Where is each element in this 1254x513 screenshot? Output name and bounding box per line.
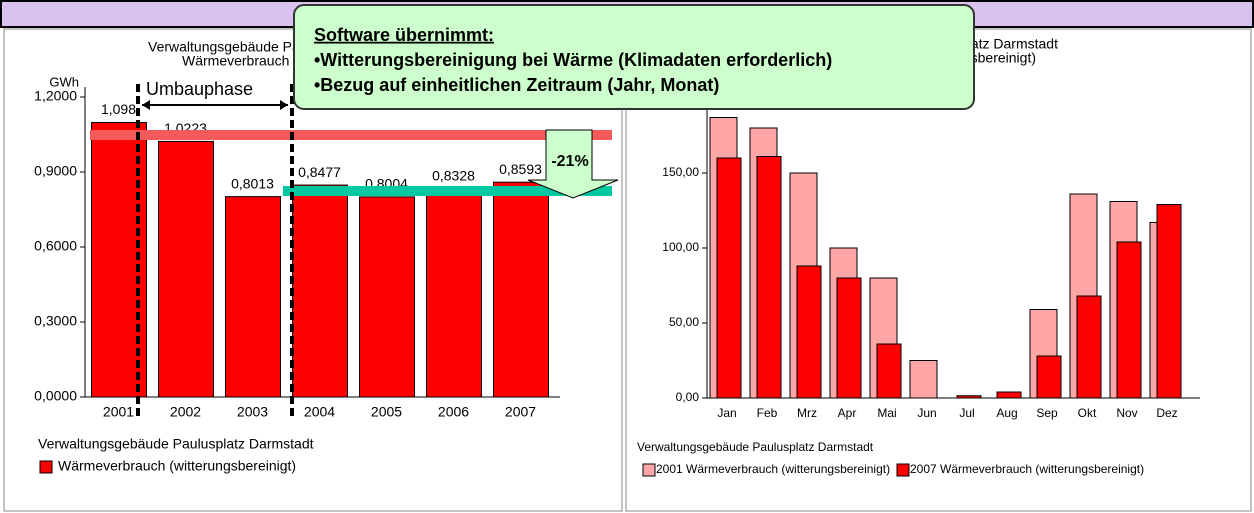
x-tick-label: Nov (1116, 406, 1137, 420)
value-label: 0,8328 (432, 168, 475, 184)
x-tick-label: Okt (1078, 406, 1097, 420)
y-tick-label: 0,3000 (34, 313, 77, 329)
bar (716, 157, 742, 399)
x-tick-label: Sep (1036, 406, 1058, 420)
legend-swatch (896, 463, 910, 477)
y-tick-label: 0,9000 (34, 163, 77, 179)
y-tick-label: 150,00 (662, 165, 699, 179)
y-unit: GWh (49, 74, 79, 89)
legend-label: 2007 Wärmeverbrauch (witterungsbereinigt… (910, 462, 1144, 476)
target-band (283, 186, 612, 196)
reference-band (90, 130, 612, 140)
x-tick-label: 2006 (438, 404, 469, 420)
arrow-callout (527, 129, 619, 199)
annotation: Umbauphase (146, 79, 253, 99)
callout-item: •Bezug auf einheitlichen Zeitraum (Jahr,… (314, 75, 719, 95)
bar (1036, 355, 1062, 399)
bar (956, 395, 982, 399)
bar (426, 188, 482, 398)
x-tick-label: Mrz (797, 406, 817, 420)
legend-swatch (642, 463, 656, 477)
legend-swatch (39, 460, 53, 474)
y-tick-label: 0,6000 (34, 238, 77, 254)
bar (1116, 241, 1142, 399)
bar (996, 391, 1022, 399)
callout-item: •Witterungsbereinigung bei Wärme (Klimad… (314, 50, 832, 70)
y-tick-label: 0,00 (676, 390, 700, 404)
bar (1156, 204, 1182, 399)
callout-heading: Software übernimmt: (314, 25, 494, 45)
legend-label: 2001 Wärmeverbrauch (witterungsbereinigt… (656, 462, 890, 476)
x-tick-label: 2005 (371, 404, 402, 420)
x-tick-label: Feb (757, 406, 778, 420)
x-tick-label: 2004 (304, 404, 335, 420)
y-tick-label: 100,00 (662, 240, 699, 254)
bar (909, 360, 938, 399)
footer: Verwaltungsgebäude Paulusplatz Darmstadt (38, 436, 314, 452)
x-tick-label: 2003 (237, 404, 268, 420)
bar (225, 196, 281, 398)
footer: Verwaltungsgebäude Paulusplatz Darmstadt (637, 440, 874, 454)
x-tick-label: Jun (917, 406, 936, 420)
bar (1076, 295, 1102, 399)
value-label: 0,8593 (499, 161, 542, 177)
x-tick-label: Aug (996, 406, 1017, 420)
bar (756, 156, 782, 399)
y-tick-label: 50,00 (669, 315, 699, 329)
bar (158, 140, 214, 398)
value-label: 1,098 (101, 101, 136, 117)
x-tick-label: 2001 (103, 404, 134, 420)
bar (836, 277, 862, 399)
x-tick-label: Dez (1156, 406, 1177, 420)
y-tick-label: 1,2000 (34, 88, 77, 104)
x-tick-label: Jan (717, 406, 736, 420)
value-label: 0,8477 (298, 164, 341, 180)
annotation: -21% (551, 153, 588, 170)
x-tick-label: Apr (838, 406, 857, 420)
x-tick-label: Mai (877, 406, 896, 420)
bar (796, 265, 822, 399)
bar (359, 196, 415, 398)
bar (876, 343, 902, 399)
x-tick-label: 2002 (170, 404, 201, 420)
x-tick-label: 2007 (505, 404, 536, 420)
y-tick-label: 0,0000 (34, 388, 77, 404)
callout-box (293, 4, 975, 110)
bar (493, 181, 549, 398)
bar (292, 184, 348, 398)
x-tick-label: Jul (959, 406, 974, 420)
value-label: 0,8013 (231, 175, 274, 191)
legend-label: Wärmeverbrauch (witterungsbereinigt) (58, 458, 296, 474)
